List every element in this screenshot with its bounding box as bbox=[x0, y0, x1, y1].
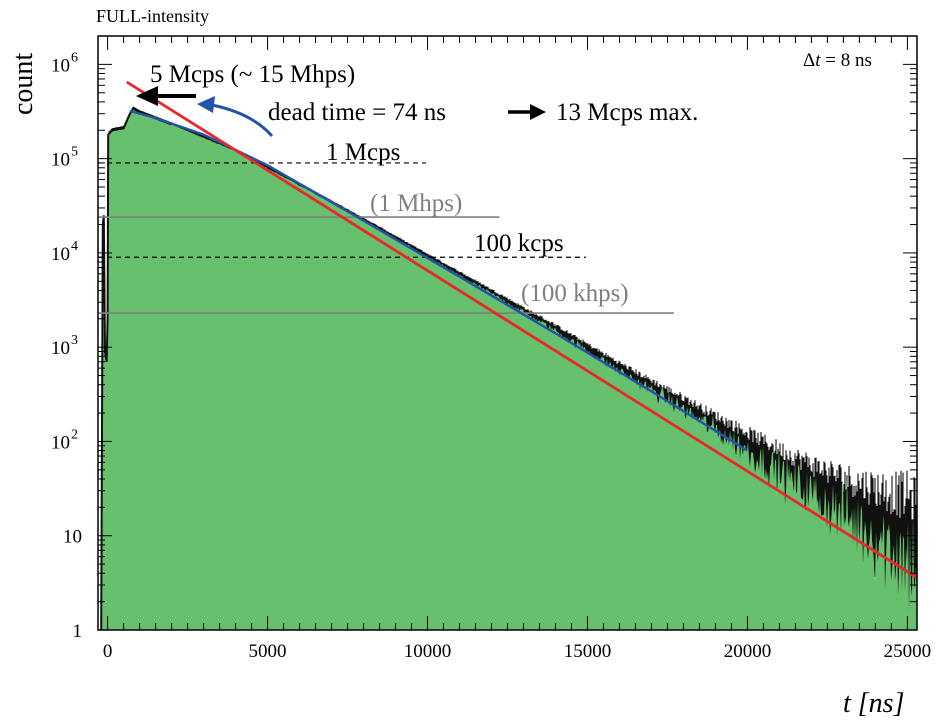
chart-title: FULL-intensity bbox=[96, 6, 209, 26]
y-tick-label: 10 bbox=[63, 527, 82, 548]
histogram-area bbox=[101, 108, 917, 630]
y-tick-label: 10 bbox=[51, 55, 70, 76]
blue-arrow bbox=[197, 96, 274, 137]
x-tick-label: 10000 bbox=[404, 641, 452, 662]
y-tick-base: 10 bbox=[51, 55, 70, 76]
right-arrow bbox=[508, 104, 546, 120]
plot-area bbox=[98, 80, 918, 631]
annotation-1mcps: 1 Mcps bbox=[326, 139, 400, 166]
y-tick-label: 10 bbox=[51, 244, 70, 265]
x-tick-label: 20000 bbox=[724, 641, 772, 662]
y-tick-exponent: 6 bbox=[71, 50, 78, 65]
y-tick-base: 10 bbox=[51, 338, 70, 359]
annotation-dt-rest: = 8 ns bbox=[821, 50, 872, 71]
y-tick-base: 10 bbox=[51, 150, 70, 171]
x-tick-label: 5000 bbox=[249, 641, 287, 662]
x-tick-label: 25000 bbox=[884, 641, 932, 662]
x-tick-label: 15000 bbox=[564, 641, 612, 662]
y-tick-label: 10 bbox=[51, 338, 70, 359]
histogram-layer bbox=[100, 107, 917, 631]
annotation-100khps: (100 khps) bbox=[521, 280, 629, 307]
annotation-5mcps: 5 Mcps (~ 15 Mhps) bbox=[150, 61, 355, 88]
x-axis-label: t [ns] bbox=[843, 688, 904, 719]
annotation-1mhps: (1 Mhps) bbox=[370, 190, 462, 217]
x-axis-var: t [ns] bbox=[843, 688, 904, 719]
x-tick-label: 0 bbox=[103, 641, 113, 662]
y-tick-base: 10 bbox=[51, 244, 70, 265]
y-tick-base: 1 bbox=[73, 621, 83, 642]
black-arrow bbox=[136, 86, 196, 106]
annotation-100kcps: 100 kcps bbox=[474, 230, 564, 257]
y-tick-exponent: 5 bbox=[71, 145, 78, 160]
fit-lines bbox=[126, 80, 918, 579]
annotation-max: 13 Mcps max. bbox=[556, 99, 698, 126]
x-tick-labels: 0 5000 10000 15000 20000 25000 bbox=[103, 641, 931, 662]
histogram-outline bbox=[100, 107, 172, 631]
y-tick-label: 1 bbox=[73, 621, 83, 642]
annotation-dt: Δt = 8 ns bbox=[803, 50, 872, 71]
annotation-dt-delta: Δ bbox=[803, 50, 815, 71]
y-tick-base: 10 bbox=[51, 432, 70, 453]
y-axis-label: count bbox=[8, 53, 39, 115]
axis-ticks bbox=[98, 35, 917, 631]
y-tick-base: 10 bbox=[63, 527, 82, 548]
annotation-dt-t: t bbox=[815, 50, 821, 71]
blue-fit-line bbox=[129, 109, 749, 452]
y-tick-exponent: 3 bbox=[71, 333, 78, 348]
y-tick-label: 10 bbox=[51, 150, 70, 171]
y-tick-exponent: 2 bbox=[71, 427, 78, 442]
y-tick-exponent: 4 bbox=[71, 239, 78, 254]
annotation-dead-time: dead time = 74 ns bbox=[268, 99, 446, 126]
y-tick-label: 10 bbox=[51, 432, 70, 453]
red-fit-line bbox=[126, 80, 918, 579]
